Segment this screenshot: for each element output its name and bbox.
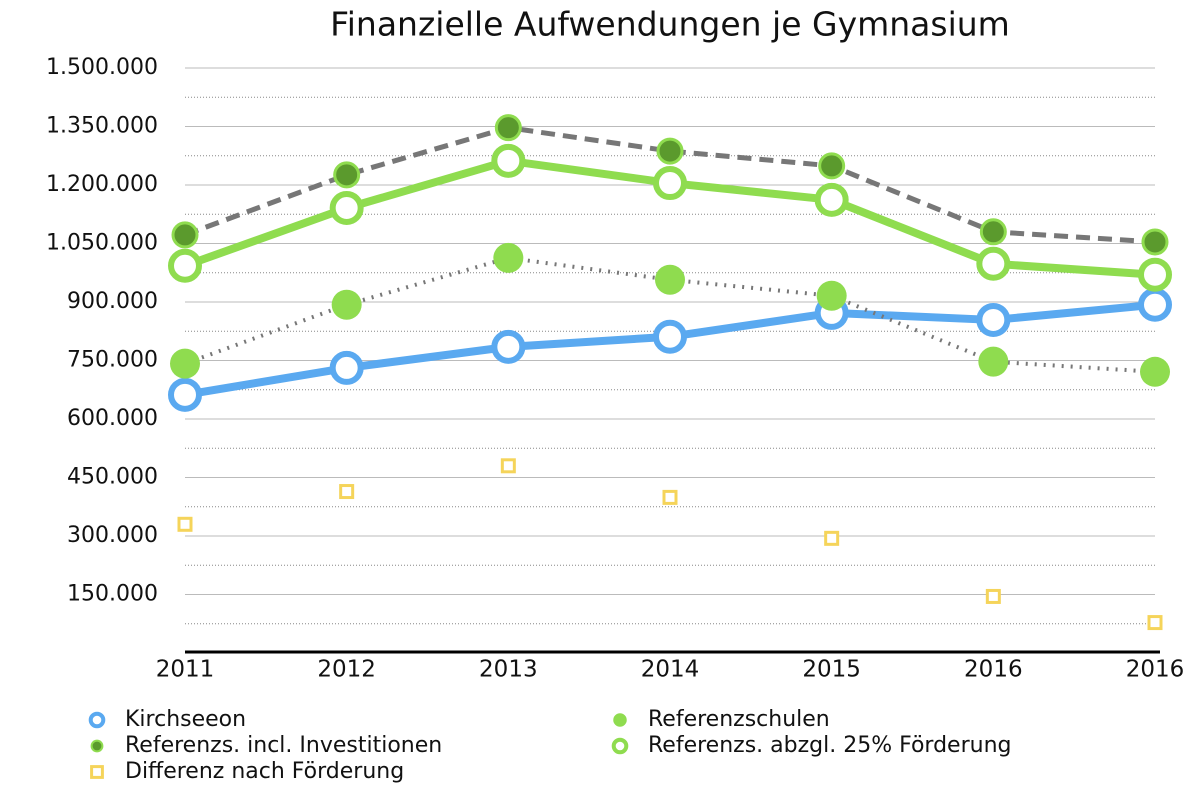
x-tick-label: 2016 <box>1126 657 1185 683</box>
marker <box>339 484 355 500</box>
marker <box>656 137 684 165</box>
marker <box>814 182 849 217</box>
legend-item: Differenz nach Förderung <box>90 759 404 784</box>
x-tick-label: 2015 <box>802 657 861 683</box>
marker <box>329 350 364 385</box>
y-tick-label: 1.050.000 <box>46 231 158 256</box>
marker <box>500 458 516 474</box>
marker <box>88 711 106 729</box>
legend-item: Referenzschulen <box>613 707 830 732</box>
y-tick-label: 900.000 <box>67 289 158 314</box>
marker <box>978 346 1009 377</box>
chart-title: Finanzielle Aufwendungen je Gymnasium <box>330 5 1010 44</box>
y-tick-label: 1.200.000 <box>46 172 158 197</box>
marker <box>1140 356 1170 387</box>
legend-item: Referenzs. incl. Investitionen <box>90 733 442 758</box>
x-tick-label: 2014 <box>641 657 700 683</box>
marker <box>824 530 840 546</box>
marker <box>329 191 364 226</box>
marker <box>1141 228 1169 256</box>
marker <box>494 114 522 142</box>
marker <box>90 765 104 779</box>
marker <box>1138 287 1172 322</box>
y-tick-label: 1.500.000 <box>46 55 158 80</box>
legend-item: Kirchseeon <box>88 707 246 732</box>
y-tick-label: 1.350.000 <box>46 114 158 139</box>
x-tick-label: 2012 <box>317 657 376 683</box>
marker <box>493 242 524 273</box>
marker <box>331 289 362 320</box>
marker <box>168 248 202 283</box>
marker <box>662 489 678 505</box>
marker <box>979 218 1007 246</box>
y-tick-label: 150.000 <box>67 582 158 607</box>
marker <box>171 221 199 249</box>
marker <box>168 377 202 412</box>
x-tick-label: 2011 <box>156 657 215 683</box>
marker <box>333 161 361 189</box>
marker <box>1147 615 1163 631</box>
legend-label: Differenz nach Förderung <box>125 759 404 784</box>
legend-label: Referenzs. incl. Investitionen <box>125 733 442 758</box>
x-tick-label: 2013 <box>479 657 538 683</box>
marker <box>491 143 526 178</box>
marker <box>177 516 193 532</box>
legend-item: Referenzs. abzgl. 25% Förderung <box>611 733 1011 758</box>
x-tick-label: 2016 <box>964 657 1023 683</box>
legend-label: Kirchseeon <box>125 707 246 732</box>
marker <box>816 280 847 311</box>
marker <box>653 319 687 354</box>
marker <box>170 348 200 379</box>
marker <box>491 329 526 364</box>
marker <box>655 264 685 295</box>
marker <box>1138 257 1172 292</box>
y-tick-label: 600.000 <box>67 406 158 431</box>
legend-label: Referenzschulen <box>648 707 830 732</box>
marker <box>611 737 629 755</box>
marker <box>976 246 1011 281</box>
marker <box>613 713 627 727</box>
marker <box>653 166 687 201</box>
marker <box>818 152 846 180</box>
marker <box>976 302 1011 337</box>
legend-label: Referenzs. abzgl. 25% Förderung <box>648 733 1011 758</box>
y-tick-label: 750.000 <box>67 348 158 373</box>
y-tick-label: 450.000 <box>67 465 158 490</box>
marker <box>90 739 104 753</box>
y-tick-label: 300.000 <box>67 523 158 548</box>
marker <box>985 588 1001 604</box>
